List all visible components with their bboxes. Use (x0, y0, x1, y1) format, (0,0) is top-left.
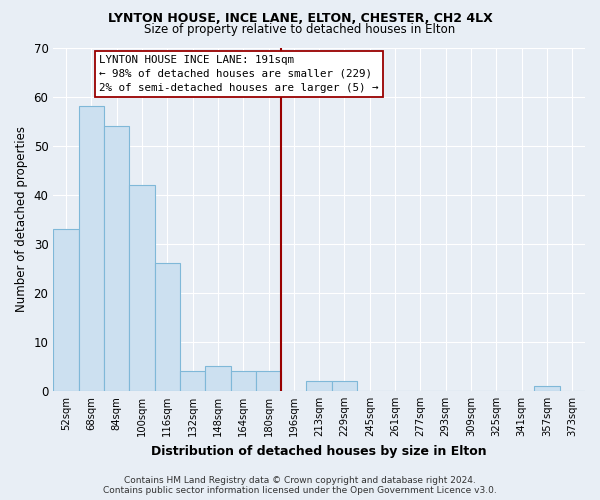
Text: LYNTON HOUSE, INCE LANE, ELTON, CHESTER, CH2 4LX: LYNTON HOUSE, INCE LANE, ELTON, CHESTER,… (107, 12, 493, 26)
Bar (155, 264, 180, 391)
X-axis label: Distribution of detached houses by size in Elton: Distribution of detached houses by size … (151, 444, 487, 458)
Bar (180, 372, 205, 391)
Bar (129, 185, 155, 391)
Text: LYNTON HOUSE INCE LANE: 191sqm
← 98% of detached houses are smaller (229)
2% of : LYNTON HOUSE INCE LANE: 191sqm ← 98% of … (99, 55, 379, 93)
Bar (104, 126, 129, 391)
Bar (230, 372, 256, 391)
Text: Contains HM Land Registry data © Crown copyright and database right 2024.
Contai: Contains HM Land Registry data © Crown c… (103, 476, 497, 495)
Text: Size of property relative to detached houses in Elton: Size of property relative to detached ho… (145, 22, 455, 36)
Bar (205, 366, 230, 391)
Bar (79, 106, 104, 391)
Bar (307, 381, 332, 391)
Bar (332, 381, 357, 391)
Bar (256, 372, 281, 391)
Y-axis label: Number of detached properties: Number of detached properties (15, 126, 28, 312)
Bar (535, 386, 560, 391)
Bar (53, 229, 79, 391)
